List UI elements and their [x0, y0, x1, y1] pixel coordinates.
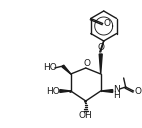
Text: O: O — [103, 19, 110, 28]
Text: HO: HO — [46, 87, 60, 95]
Text: O: O — [97, 44, 104, 52]
Polygon shape — [99, 54, 102, 74]
Text: H: H — [113, 90, 120, 99]
Text: OH: OH — [79, 111, 93, 120]
Polygon shape — [60, 90, 71, 92]
Text: O: O — [83, 60, 90, 68]
Polygon shape — [62, 65, 71, 74]
Text: O: O — [134, 87, 141, 95]
Polygon shape — [101, 90, 113, 92]
Text: N: N — [113, 84, 120, 93]
Text: HO: HO — [43, 63, 57, 72]
